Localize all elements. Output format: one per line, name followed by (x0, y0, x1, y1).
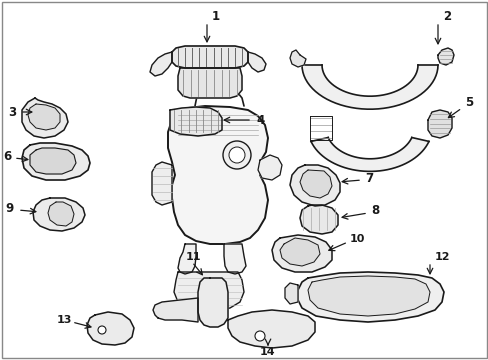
Text: 9: 9 (5, 202, 13, 215)
Text: 8: 8 (370, 204, 379, 217)
Polygon shape (302, 65, 437, 109)
Polygon shape (172, 46, 247, 68)
Text: 14: 14 (260, 347, 275, 357)
Polygon shape (299, 205, 337, 234)
Polygon shape (258, 155, 282, 180)
Polygon shape (22, 143, 90, 180)
Polygon shape (227, 310, 314, 348)
Polygon shape (289, 165, 339, 206)
Polygon shape (178, 68, 242, 98)
Text: 3: 3 (8, 105, 16, 118)
Polygon shape (153, 298, 198, 322)
Polygon shape (33, 198, 85, 231)
Polygon shape (247, 52, 265, 72)
Polygon shape (152, 162, 172, 205)
Text: 11: 11 (185, 252, 201, 262)
Polygon shape (307, 276, 429, 316)
Circle shape (98, 326, 106, 334)
Polygon shape (28, 104, 60, 130)
Text: 10: 10 (349, 234, 365, 244)
Text: 6: 6 (3, 149, 11, 162)
Polygon shape (437, 48, 453, 65)
Polygon shape (22, 98, 68, 138)
Circle shape (228, 147, 244, 163)
Polygon shape (280, 238, 319, 266)
Polygon shape (289, 50, 305, 67)
Polygon shape (198, 278, 227, 327)
Circle shape (254, 331, 264, 341)
Text: 1: 1 (212, 9, 220, 22)
Text: 12: 12 (434, 252, 449, 262)
Polygon shape (285, 283, 297, 304)
Polygon shape (297, 272, 443, 322)
Polygon shape (48, 202, 74, 226)
Polygon shape (271, 235, 331, 272)
Polygon shape (299, 170, 331, 198)
Polygon shape (170, 107, 222, 136)
Text: 4: 4 (256, 113, 264, 126)
Circle shape (223, 141, 250, 169)
Polygon shape (168, 106, 267, 244)
Polygon shape (87, 312, 134, 345)
Polygon shape (30, 148, 76, 174)
Text: 5: 5 (464, 96, 472, 109)
Text: 13: 13 (57, 315, 72, 325)
Polygon shape (427, 110, 451, 138)
Polygon shape (150, 52, 172, 76)
Polygon shape (174, 272, 244, 310)
Polygon shape (178, 244, 196, 274)
Polygon shape (224, 244, 245, 274)
Polygon shape (310, 138, 428, 171)
Text: 7: 7 (364, 171, 372, 184)
Text: 2: 2 (442, 9, 450, 22)
